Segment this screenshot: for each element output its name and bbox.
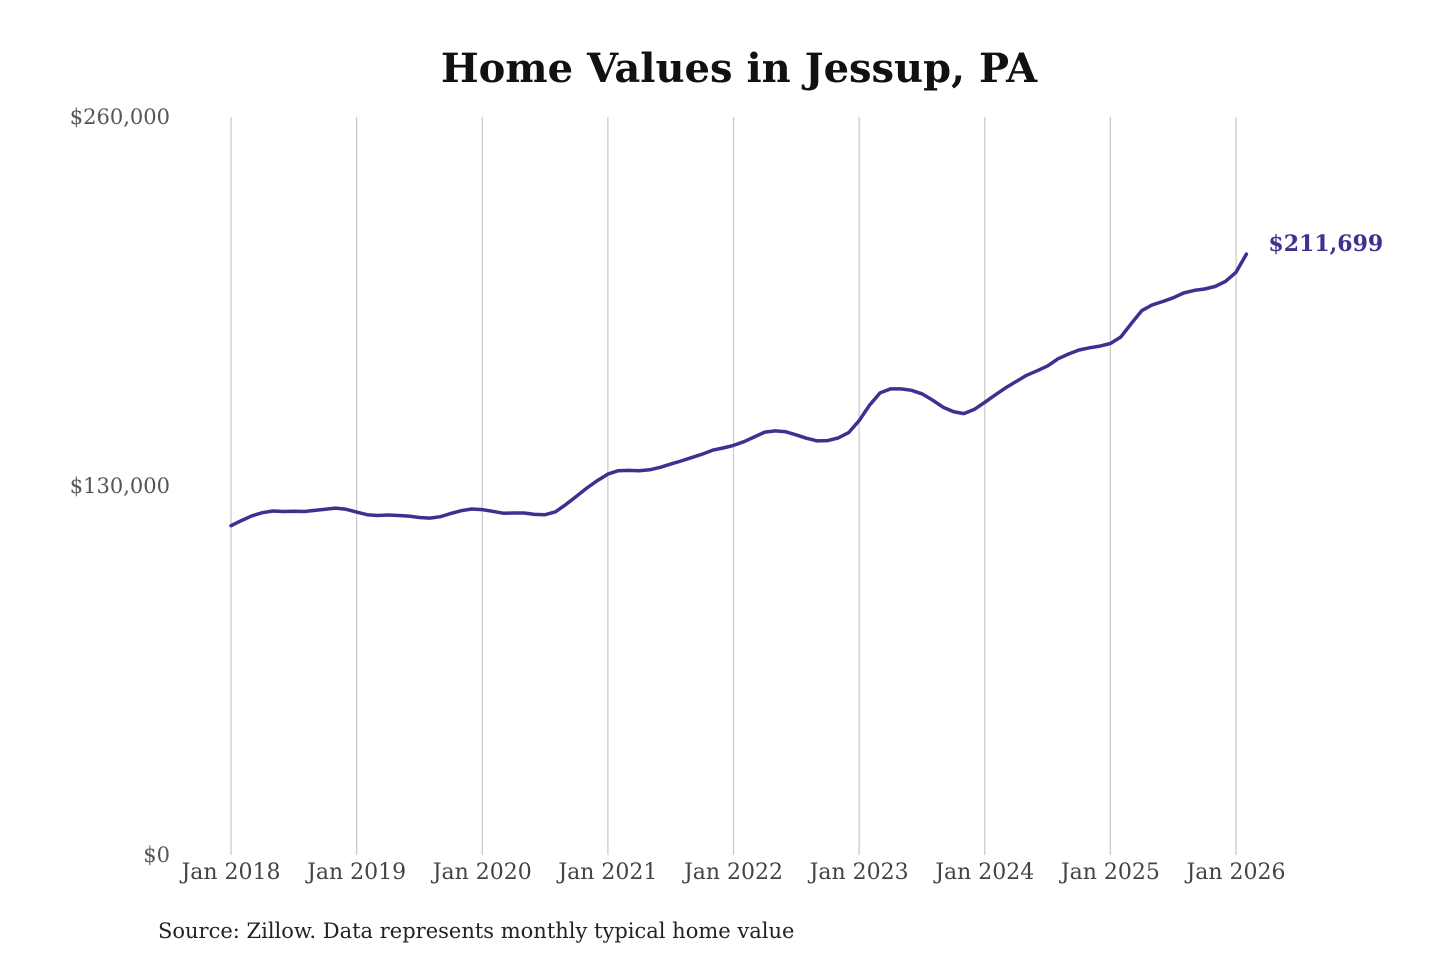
x-tick-label-6: Jan 2024	[933, 860, 1034, 885]
series-layer	[229, 252, 1249, 528]
x-tick-label-0: Jan 2018	[179, 860, 280, 885]
x-tick-label-1: Jan 2019	[305, 860, 406, 885]
x-tick-label-8: Jan 2026	[1184, 860, 1285, 885]
x-tick-label-2: Jan 2020	[431, 860, 532, 885]
source-note: Source: Zillow. Data represents monthly …	[158, 919, 794, 943]
x-tick-label-5: Jan 2023	[808, 860, 909, 885]
chart-title: Home Values in Jessup, PA	[441, 45, 1038, 92]
y-tick-label-1: $130,000	[70, 474, 170, 498]
x-tick-label-4: Jan 2022	[682, 860, 783, 885]
gridlines	[230, 117, 1237, 855]
series-line-0	[229, 252, 1249, 528]
y-axis-tick-labels: $0 $130,000 $260,000	[70, 105, 170, 867]
x-tick-label-7: Jan 2025	[1059, 860, 1160, 885]
x-tick-label-3: Jan 2021	[556, 860, 657, 885]
end-value-label: $211,699	[1268, 231, 1383, 257]
x-axis-tick-labels: Jan 2018 Jan 2019 Jan 2020 Jan 2021 Jan 2022…	[179, 860, 1285, 885]
y-tick-label-0: $0	[143, 843, 170, 867]
y-tick-label-2: $260,000	[70, 105, 170, 129]
